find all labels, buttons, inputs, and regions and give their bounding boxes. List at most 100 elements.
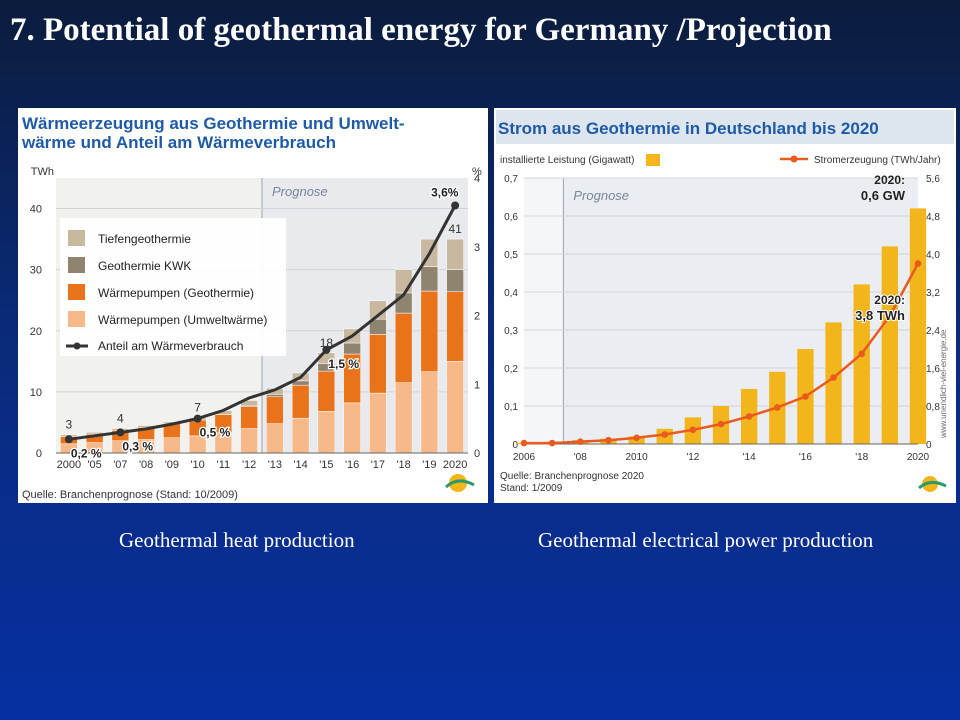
power-generation-marker (914, 260, 922, 267)
power-ytick-label: 0,1 (504, 402, 518, 413)
heat-share-label: 0,3 % (122, 439, 153, 453)
power-generation-marker (802, 393, 809, 400)
power-bar (825, 322, 842, 444)
heat-bar-total-label: 41 (448, 222, 462, 236)
heat-ytick-label: 20 (30, 326, 42, 338)
heat-legend-box (60, 218, 286, 356)
power-y2tick-label: 0,8 (926, 402, 940, 413)
power-y2tick-label: 5,6 (926, 174, 940, 185)
heat-xtick-label: 2020 (443, 459, 467, 471)
heat-y2tick-label: 0 (474, 448, 480, 460)
power-generation-marker (689, 426, 697, 434)
heat-xtick-label: 2000 (57, 459, 81, 471)
heat-xtick-label: '19 (422, 459, 436, 471)
power-y2tick-label: 4,0 (926, 250, 940, 261)
power-xtick-label: '08 (574, 452, 587, 463)
heat-bar-segment (317, 370, 336, 412)
power-ytick-label: 0 (512, 440, 518, 451)
heat-share-marker (193, 414, 202, 423)
heat-xtick-label: '10 (190, 459, 204, 471)
heat-ytick-label: 30 (30, 265, 42, 277)
heat-footer (18, 483, 488, 503)
heat-chart-panel: Wärmeerzeugung aus Geothermie und Umwelt… (18, 108, 488, 503)
heat-legend-label: Tiefengeothermie (98, 232, 191, 246)
heat-y2tick-label: 3 (474, 242, 480, 254)
power-y2tick-label: 2,4 (926, 326, 940, 337)
power-y2tick-label: 4,8 (926, 212, 940, 223)
heat-ytick-label: 0 (36, 448, 42, 460)
heat-share-line (68, 204, 457, 441)
heat-ytick-label: 40 (30, 204, 42, 216)
power-bar (909, 208, 927, 444)
power-title-bg (496, 110, 954, 144)
power-generation-marker (830, 374, 837, 381)
heat-y2tick-label: 4 (474, 173, 480, 185)
heat-bar-segment (446, 291, 464, 362)
heat-xtick-label: '17 (371, 459, 385, 471)
heat-title-line: Wärmeerzeugung aus Geothermie und Umwelt… (22, 114, 405, 133)
power-bar (881, 246, 899, 444)
heat-title-line: wärme und Anteil am Wärmeverbrauch (21, 133, 336, 152)
heat-share-label: 0,2 % (71, 446, 102, 460)
heat-bar-segment (394, 269, 413, 294)
power-generation-marker (633, 434, 640, 442)
heat-xtick-label: '13 (268, 459, 282, 471)
heat-bar-segment (266, 423, 284, 454)
heat-xtick-label: '12 (242, 459, 256, 471)
power-annotation-gw-year: 2020: (874, 173, 905, 187)
power-generation-marker (886, 312, 894, 320)
heat-xtick-label: '11 (217, 459, 231, 471)
heat-xtick-label: '08 (139, 459, 153, 471)
heat-legend-label: Geothermie KWK (98, 259, 191, 273)
power-legend-line-label: Stromerzeugung (TWh/Jahr) (814, 155, 941, 166)
heat-bar-segment (240, 428, 258, 454)
heat-caption: Geothermal heat production (119, 528, 355, 552)
heat-legend-line-label: Anteil am Wärmeverbrauch (98, 339, 243, 353)
power-watermark: www.unendlich-viel-energie.de (939, 329, 948, 439)
heat-bar-segment (394, 382, 413, 454)
heat-share-label: 1,5 % (328, 357, 359, 371)
heat-prognose-label: Prognose (272, 184, 328, 199)
heat-bar-total-label: 7 (194, 401, 201, 415)
heat-bar-segment (420, 266, 439, 292)
power-xtick-label: '14 (743, 452, 756, 463)
power-prognose-label: Prognose (573, 188, 629, 203)
power-ytick-label: 0,6 (504, 212, 518, 223)
heat-bar-segment (266, 396, 284, 424)
power-annotation-gw-value: 0,6 GW (861, 188, 906, 203)
power-xtick-label: '16 (799, 452, 812, 463)
power-legend-bar-label: installierte Leistung (Gigawatt) (500, 155, 635, 166)
power-ytick-label: 0,2 (504, 364, 518, 375)
heat-legend-swatch (68, 230, 85, 246)
power-xtick-label: 2006 (513, 452, 536, 463)
heat-bar-total-label: 3 (66, 418, 73, 432)
power-xtick-label: '12 (686, 452, 699, 463)
power-y2tick-label: 3,2 (926, 288, 940, 299)
heat-bar-segment (343, 342, 361, 355)
heat-legend-swatch (68, 284, 85, 300)
heat-bar-segment (291, 417, 310, 454)
power-ytick-label: 0,7 (504, 174, 518, 185)
heat-bar-segment (85, 431, 104, 435)
heat-xtick-label: '05 (87, 459, 101, 471)
heat-bar-segment (240, 406, 258, 429)
heat-bar-segment (291, 384, 310, 419)
heat-share-marker (322, 345, 331, 354)
heat-title-bg (18, 108, 488, 158)
power-xtick-label: 2020 (907, 452, 930, 463)
heat-share-label: 3,6% (431, 186, 459, 200)
power-generation-marker (576, 438, 584, 445)
power-title: Strom aus Geothermie in Deutschland bis … (498, 119, 879, 138)
power-chart-panel: Strom aus Geothermie in Deutschland bis … (494, 108, 956, 503)
heat-legend-label: Wärmepumpen (Geothermie) (98, 286, 254, 300)
power-generation-marker (773, 404, 781, 411)
power-annotation-twh-value: 3,8 TWh (855, 308, 905, 323)
power-annotation-twh-year: 2020: (874, 293, 905, 307)
power-ytick-label: 0,4 (504, 288, 518, 299)
power-stand: Stand: 1/2009 (500, 483, 563, 494)
power-y2tick-label: 1,6 (926, 364, 940, 375)
heat-bar-segment (163, 437, 181, 454)
heat-bar-segment (317, 411, 336, 454)
heat-xtick-label: '09 (165, 459, 179, 471)
heat-bar-segment (343, 402, 361, 454)
